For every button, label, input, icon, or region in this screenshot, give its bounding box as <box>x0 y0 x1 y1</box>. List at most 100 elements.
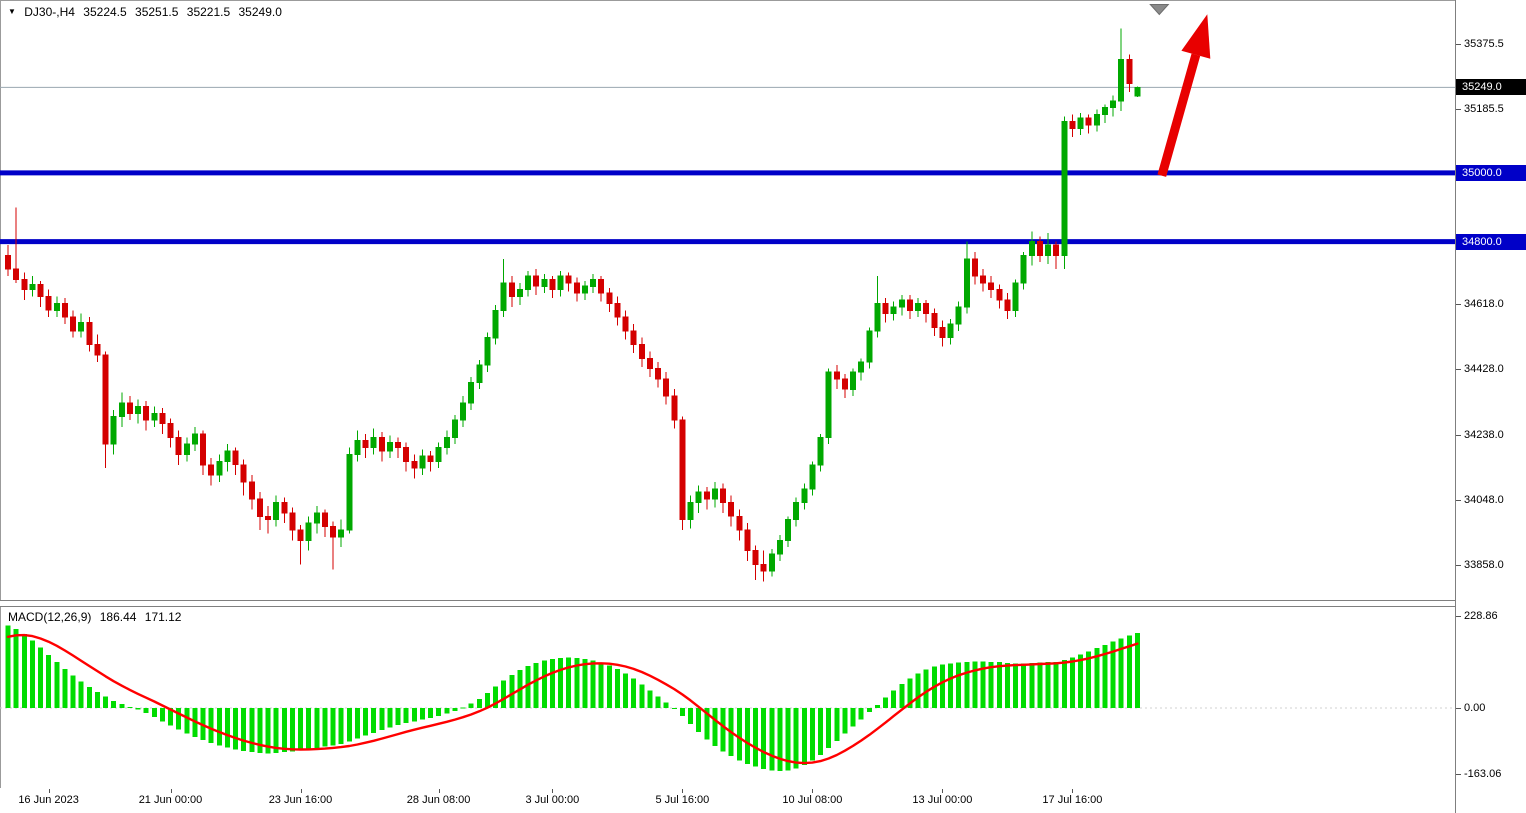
macd-bar <box>13 629 19 708</box>
candle-body <box>817 436 824 466</box>
candle-body <box>403 447 410 462</box>
macd-bar <box>428 708 433 718</box>
candle-body <box>500 282 507 311</box>
macd-bar <box>1094 648 1100 708</box>
candle-body <box>443 436 450 449</box>
macd-bar <box>379 708 385 731</box>
candle-body <box>1045 244 1051 256</box>
candle-body <box>866 330 873 363</box>
candle-body <box>1101 107 1108 116</box>
candle-body <box>1118 59 1125 102</box>
candle-body <box>728 502 735 517</box>
macd-bar <box>923 669 929 708</box>
axis-tick-mark <box>1456 109 1461 110</box>
macd-bar <box>663 702 669 708</box>
axis-tick-label: 34618.0 <box>1464 298 1504 310</box>
candle-body <box>110 416 117 445</box>
candle-body <box>809 464 816 490</box>
candle-body <box>94 344 101 356</box>
axis-tick-label: -163.06 <box>1464 768 1502 780</box>
axis-tick-label: 34238.0 <box>1464 429 1504 441</box>
candle-body <box>5 254 11 270</box>
macd-bar <box>818 708 823 755</box>
macd-bar <box>688 708 693 725</box>
candle-body <box>53 302 60 311</box>
macd-bar <box>809 708 815 761</box>
macd-bar <box>322 708 328 747</box>
macd-bar <box>1013 663 1018 708</box>
macd-bar <box>216 708 222 746</box>
macd-header: MACD(12,26,9) 186.44 171.12 <box>8 610 186 624</box>
candle-body <box>232 450 239 466</box>
candle-body <box>256 498 263 517</box>
macd-bar <box>1134 633 1140 708</box>
candle-body <box>1085 117 1092 126</box>
candle-body <box>939 326 946 339</box>
macd-bar <box>883 697 888 708</box>
candle-body <box>923 302 930 315</box>
candle-body <box>70 316 76 332</box>
symbol-period-label: DJ30-,H4 <box>24 5 75 19</box>
axis-tick-mark <box>1456 565 1461 566</box>
macd-bar <box>176 708 182 730</box>
macd-bar <box>184 708 190 734</box>
candle-body <box>151 412 158 421</box>
candle-body <box>606 292 613 304</box>
macd-bar <box>338 708 344 744</box>
macd-bar <box>972 661 978 708</box>
time-tick-label: 10 Jul 08:00 <box>782 794 843 806</box>
macd-indicator-label: MACD(12,26,9) <box>8 610 92 624</box>
macd-bar <box>964 661 970 708</box>
candle-body <box>1077 117 1084 129</box>
time-tick-label: 21 Jun 00:00 <box>138 794 203 806</box>
time-axis[interactable]: 16 Jun 2023 21 Jun 00:00 23 Jun 16:00 28 Ju… <box>0 788 1455 813</box>
candle-body <box>516 289 523 298</box>
time-tick-mark <box>682 789 684 793</box>
candle-body <box>711 488 718 500</box>
candle-body <box>736 515 743 531</box>
macd-bar <box>769 708 775 771</box>
axis-tick-label: 35375.5 <box>1464 38 1504 50</box>
macd-bar <box>696 708 702 733</box>
macd-bar <box>21 634 27 708</box>
candle-body <box>248 481 255 500</box>
candle-body <box>224 450 231 462</box>
candlestick-chart[interactable] <box>0 0 1455 600</box>
panel-splitter[interactable] <box>0 600 1526 607</box>
candle-body <box>687 502 694 521</box>
macd-bar <box>1061 659 1067 708</box>
macd-bar <box>558 657 563 709</box>
macd-bar <box>371 708 377 733</box>
axis-tick-mark <box>1456 774 1461 775</box>
macd-bar <box>988 661 994 708</box>
trend-arrow-annotation[interactable] <box>1157 14 1211 177</box>
axis-tick-label: 34048.0 <box>1464 494 1504 506</box>
macd-bar <box>208 708 214 743</box>
macd-indicator-chart[interactable] <box>0 607 1455 788</box>
high-value: 35251.5 <box>135 5 179 19</box>
candle-body <box>1028 241 1035 256</box>
candle-body <box>1093 114 1100 126</box>
price-axis[interactable]: 35249.0 35000.0 34800.0 35375.5 35185.5 34… <box>1455 0 1526 813</box>
candle-body <box>102 354 109 445</box>
candle-body <box>451 419 458 438</box>
candle-body <box>850 371 856 390</box>
macd-bar <box>29 640 35 708</box>
macd-bar <box>493 686 498 708</box>
macd-bar <box>54 662 60 708</box>
candle-body <box>208 464 215 476</box>
candle-body <box>890 306 897 315</box>
macd-bar <box>444 708 450 714</box>
candle-body <box>565 275 572 284</box>
candle-body <box>484 337 491 366</box>
axis-tick-mark <box>1456 304 1461 305</box>
macd-value: 186.44 <box>99 610 137 624</box>
candle-body <box>61 302 68 318</box>
macd-bar <box>777 708 783 772</box>
macd-bar <box>127 706 133 708</box>
macd-bar <box>834 708 840 741</box>
macd-bar <box>1118 638 1124 708</box>
macd-bar <box>1110 641 1116 708</box>
macd-bar <box>533 663 539 708</box>
candle-body <box>590 278 596 287</box>
